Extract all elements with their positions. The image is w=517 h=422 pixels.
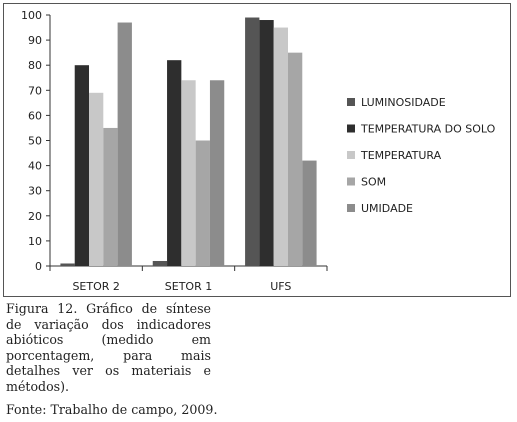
figure-source: Fonte: Trabalho de campo, 2009. xyxy=(6,402,218,417)
legend-label: TEMPERATURA DO SOLO xyxy=(360,123,496,136)
y-tick-label: 40 xyxy=(28,160,42,173)
bar xyxy=(152,260,168,266)
legend-swatch xyxy=(347,204,355,212)
legend-swatch xyxy=(347,124,355,133)
y-tick-label: 20 xyxy=(28,210,42,223)
bar xyxy=(245,17,260,267)
legend-label: TEMPERATURA xyxy=(360,149,442,162)
legend-label: UMIDADE xyxy=(361,202,413,215)
legend-label: SOM xyxy=(361,176,386,189)
bar xyxy=(302,160,317,266)
y-tick-label: 50 xyxy=(28,135,42,148)
bar xyxy=(167,60,182,267)
chart-frame: 0 10 20 30 40 50 60 70 80 90 100 SETOR 2 SETOR 1 UFS L… xyxy=(3,3,511,297)
bar xyxy=(195,140,210,266)
bar xyxy=(89,92,104,266)
y-tick-label: 30 xyxy=(28,185,42,198)
bar xyxy=(103,127,118,266)
bar xyxy=(209,80,225,266)
figure-caption: Figura 12. Gráfico de síntese de variaçã… xyxy=(6,301,211,394)
bar xyxy=(273,27,288,266)
y-tick-label: 100 xyxy=(21,9,42,22)
x-category-label: SETOR 1 xyxy=(165,280,212,293)
y-tick-label: 0 xyxy=(35,260,42,273)
legend-swatch xyxy=(347,98,355,106)
x-category-label: UFS xyxy=(270,280,291,293)
y-tick-label: 60 xyxy=(28,109,42,122)
bar xyxy=(287,52,303,267)
legend-swatch xyxy=(347,151,355,159)
y-tick-label: 80 xyxy=(28,59,42,72)
bar xyxy=(60,263,75,266)
y-tick-label: 10 xyxy=(28,235,42,248)
y-tick-label: 70 xyxy=(28,84,42,97)
legend-swatch xyxy=(347,177,355,186)
bar xyxy=(74,65,90,266)
bar xyxy=(181,80,196,266)
bar-chart: 0 10 20 30 40 50 60 70 80 90 100 SETOR 2 SETOR 1 UFS L… xyxy=(21,9,496,293)
bar xyxy=(117,22,132,267)
legend-label: LUMINOSIDADE xyxy=(361,96,446,109)
bar xyxy=(259,20,274,266)
y-tick-label: 90 xyxy=(28,34,42,47)
x-category-label: SETOR 2 xyxy=(72,280,119,293)
